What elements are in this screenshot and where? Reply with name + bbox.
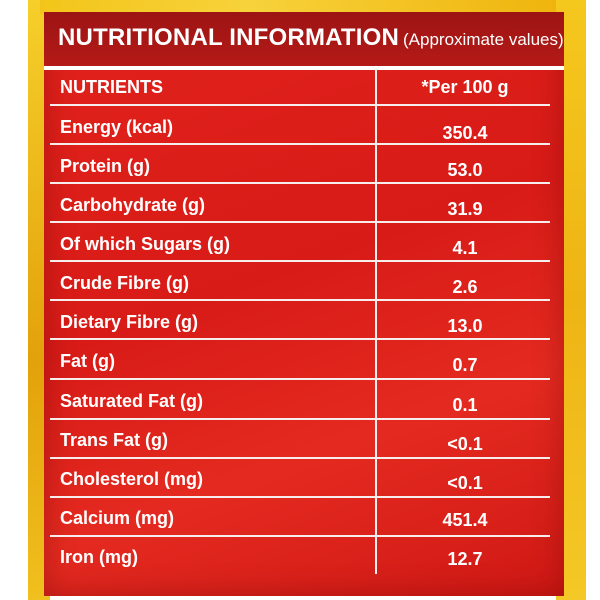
nutrient-value: 12.7 [447, 549, 483, 569]
nutrient-name: Trans Fat (g) [60, 430, 169, 450]
row-divider [50, 104, 550, 106]
nutrition-label-panel [44, 12, 564, 596]
row-divider [50, 378, 550, 380]
nutrient-value: 350.4 [442, 123, 488, 143]
row-divider [50, 182, 550, 184]
row-divider [50, 418, 550, 420]
row-divider [50, 496, 550, 498]
packet-edge-top [40, 0, 565, 14]
nutrient-name: Iron (mg) [60, 547, 138, 567]
nutrient-value: 0.1 [452, 395, 478, 415]
nutrient-value: <0.1 [447, 434, 483, 454]
row-divider [50, 221, 550, 223]
nutrient-value: 451.4 [442, 510, 488, 530]
nutrition-title: NUTRITIONAL INFORMATION (Approximate valu… [58, 24, 564, 56]
row-divider [50, 457, 550, 459]
nutrient-name: Dietary Fibre (g) [60, 312, 199, 332]
nutrient-name: Fat (g) [60, 351, 115, 371]
nutrient-value: 13.0 [447, 316, 483, 336]
nutrient-value: 2.6 [452, 277, 478, 297]
row-divider [50, 143, 550, 145]
nutrient-value: 53.0 [447, 160, 483, 180]
nutrient-name: Carbohydrate (g) [60, 195, 206, 215]
nutrient-name: Of which Sugars (g) [60, 234, 231, 254]
title-subtitle: (Approximate values) [403, 30, 564, 49]
title-band [44, 12, 564, 70]
nutrient-name: Protein (g) [60, 156, 150, 176]
nutrient-name: Cholesterol (mg) [60, 469, 204, 489]
column-header-per-100g: *Per 100 g [421, 77, 509, 97]
nutrient-name: Saturated Fat (g) [60, 391, 204, 411]
title-main: NUTRITIONAL INFORMATION [58, 24, 400, 51]
column-divider [375, 69, 377, 574]
row-divider [50, 260, 550, 262]
nutrient-name: Crude Fibre (g) [60, 273, 189, 293]
column-header-nutrients: NUTRIENTS [60, 77, 163, 97]
nutrient-value: 31.9 [447, 199, 483, 219]
nutrient-value: <0.1 [447, 473, 483, 493]
row-divider [50, 299, 550, 301]
nutrient-value: 0.7 [452, 355, 478, 375]
nutrient-value: 4.1 [452, 238, 478, 258]
row-divider [50, 338, 550, 340]
nutrient-name: Calcium (mg) [60, 508, 175, 528]
row-divider [50, 535, 550, 537]
nutrient-name: Energy (kcal) [60, 117, 174, 137]
